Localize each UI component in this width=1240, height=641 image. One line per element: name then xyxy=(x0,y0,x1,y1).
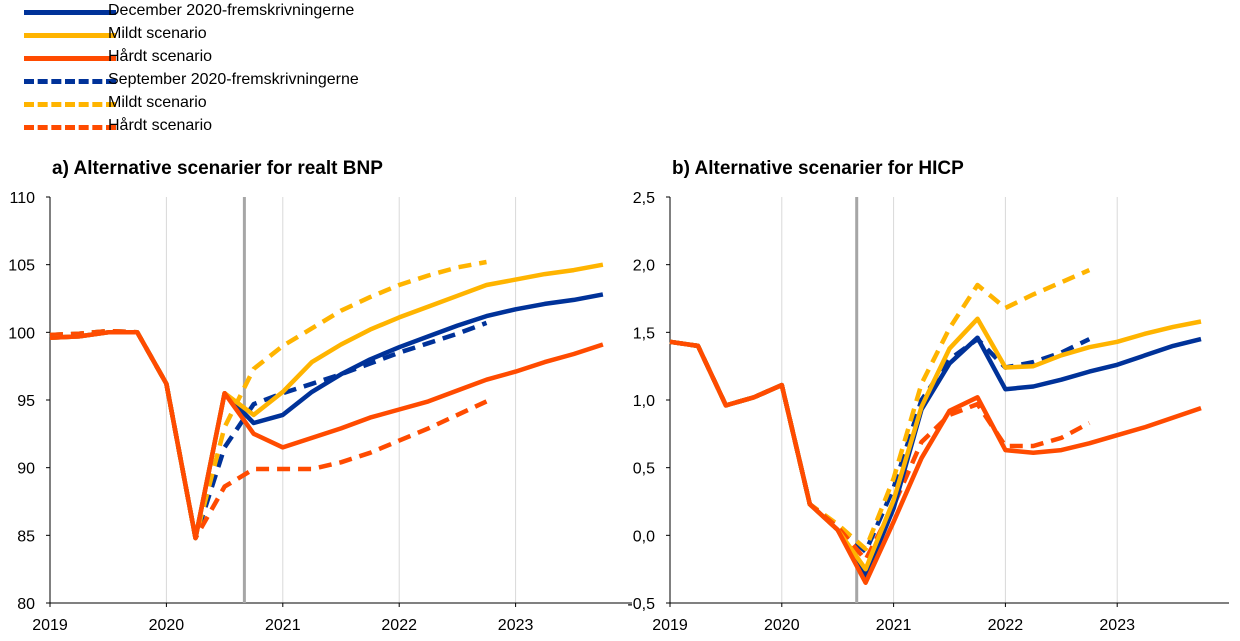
y-tick-label: 95 xyxy=(17,393,35,410)
y-tick-label: 100 xyxy=(8,325,35,342)
legend-swatch xyxy=(24,102,116,107)
legend-label: Hårdt scenario xyxy=(108,117,213,134)
legend-swatch xyxy=(24,125,116,130)
y-tick-label: 1,0 xyxy=(633,393,655,410)
x-tick-label: 2023 xyxy=(498,617,534,634)
legend-swatch xyxy=(24,33,116,38)
legend-label: Hårdt scenario xyxy=(108,48,213,65)
y-tick-label: -0,5 xyxy=(627,596,655,613)
y-tick-label: 85 xyxy=(17,528,35,545)
legend-label: December 2020-fremskrivningerne xyxy=(108,2,355,19)
y-tick-label: 90 xyxy=(17,461,35,478)
legend-label: Mildt scenario xyxy=(108,25,207,42)
series-line-dashed xyxy=(669,268,1091,552)
legend-swatch xyxy=(24,56,116,61)
x-tick-label: 2022 xyxy=(381,617,417,634)
series-line-dashed xyxy=(669,336,1091,554)
legend-swatch xyxy=(24,79,116,84)
y-tick-label: 110 xyxy=(9,190,35,207)
panel-title: b) Alternative scenarier for HICP xyxy=(672,158,964,179)
y-tick-label: 105 xyxy=(8,258,35,275)
y-tick-label: 1,5 xyxy=(633,325,655,342)
x-tick-label: 2023 xyxy=(1099,617,1135,634)
legend-label: Mildt scenario xyxy=(108,94,207,111)
x-tick-label: 2020 xyxy=(764,617,800,634)
y-tick-label: 2,0 xyxy=(633,258,655,275)
legend-label: September 2020-fremskrivningerne xyxy=(108,71,359,88)
x-tick-label: 2021 xyxy=(265,617,301,634)
x-tick-label: 2022 xyxy=(988,617,1024,634)
x-tick-label: 2020 xyxy=(149,617,185,634)
x-tick-label: 2019 xyxy=(652,617,688,634)
y-tick-label: 2,5 xyxy=(633,190,655,207)
x-tick-label: 2021 xyxy=(876,617,912,634)
panel-title: a) Alternative scenarier for realt BNP xyxy=(52,158,383,179)
x-tick-label: 2019 xyxy=(32,617,68,634)
series-line-solid xyxy=(669,339,1202,585)
y-tick-label: 80 xyxy=(17,596,35,613)
y-tick-label: 0,0 xyxy=(633,528,655,545)
series-line-dashed xyxy=(49,328,488,541)
legend-swatch xyxy=(24,10,116,15)
series-line-solid xyxy=(49,262,604,541)
y-tick-label: 0,5 xyxy=(633,461,655,478)
series-line-solid xyxy=(49,330,604,541)
